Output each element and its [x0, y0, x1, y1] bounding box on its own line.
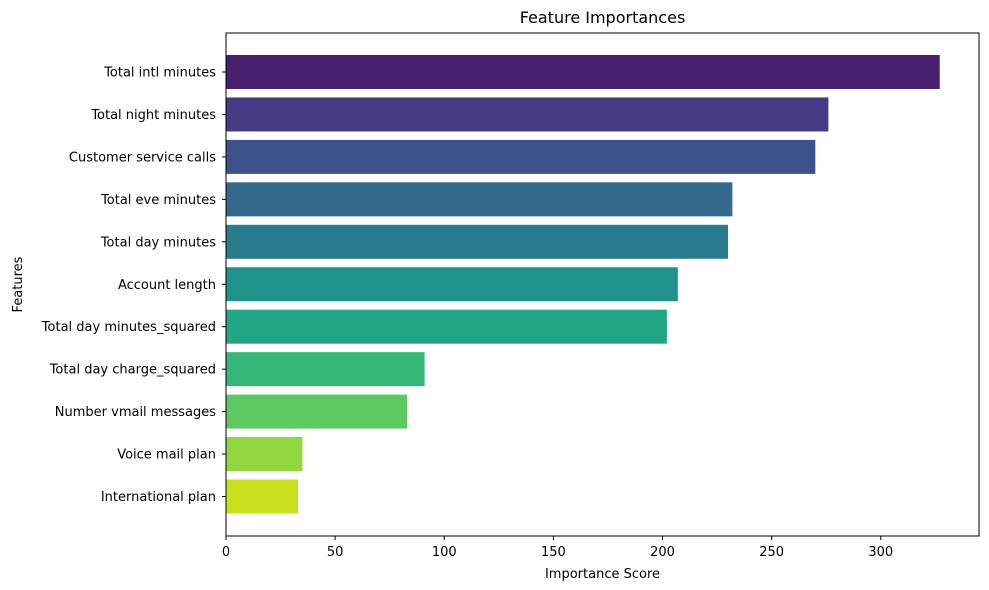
bar-customer-service-calls — [226, 139, 816, 174]
bar-account-length — [226, 267, 678, 302]
bar-international-plan — [226, 479, 299, 514]
x-tick-label: 0 — [222, 545, 230, 560]
bars-layer — [226, 55, 940, 514]
y-tick-label: Account length — [118, 278, 216, 293]
x-tick-label: 250 — [759, 545, 784, 560]
y-tick-label: Total night minutes — [90, 108, 216, 123]
x-tick-label: 100 — [432, 545, 457, 560]
chart-title: Feature Importances — [520, 8, 686, 27]
y-tick-label: Total intl minutes — [103, 66, 216, 81]
x-tick-label: 300 — [868, 545, 893, 560]
bar-total-night-minutes — [226, 97, 829, 132]
y-axis-label: Features — [11, 256, 26, 312]
y-tick-label: Total day minutes_squared — [41, 320, 216, 335]
bar-total-day-charge-squared — [226, 352, 425, 387]
plot-frame — [225, 32, 980, 537]
bar-total-eve-minutes — [226, 182, 733, 217]
bar-total-day-minutes — [226, 224, 728, 259]
y-tick-label: Customer service calls — [69, 150, 216, 165]
y-tick-label: Voice mail plan — [117, 448, 216, 463]
bar-total-intl-minutes — [226, 55, 940, 89]
bar-total-day-minutes-squared — [226, 309, 667, 344]
x-axis-label: Importance Score — [545, 567, 660, 582]
x-tick-label: 150 — [541, 545, 566, 560]
ticks-layer: Total intl minutes Total night minutes Cus… — [41, 66, 893, 561]
y-tick-label: Total day minutes — [100, 235, 216, 250]
y-tick-label: Number vmail messages — [55, 405, 216, 420]
y-tick-label: International plan — [101, 490, 216, 505]
bar-voice-mail-plan — [226, 437, 303, 472]
x-tick-label: 200 — [650, 545, 675, 560]
y-tick-label: Total day charge_squared — [49, 363, 216, 378]
bar-number-vmail-messages — [226, 394, 408, 429]
y-tick-label: Total eve minutes — [100, 193, 216, 208]
x-tick-label: 50 — [327, 545, 344, 560]
